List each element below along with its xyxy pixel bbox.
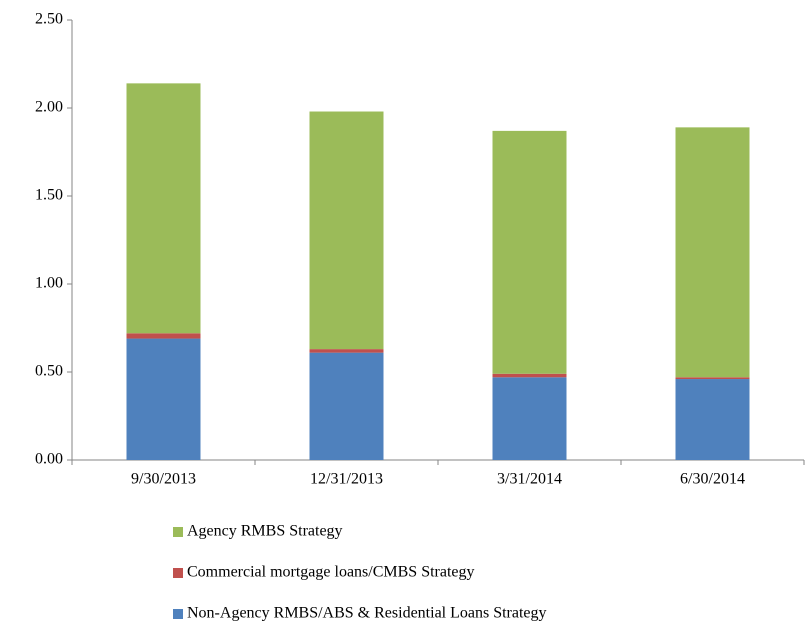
y-tick-label: 2.50 xyxy=(35,11,63,28)
bar-segment xyxy=(126,338,201,460)
y-tick-label: 0.50 xyxy=(35,363,63,380)
bar-segment xyxy=(309,111,384,350)
bar-segment xyxy=(675,127,750,378)
y-tick-label: 1.00 xyxy=(35,275,63,292)
x-tick-label: 12/31/2013 xyxy=(310,471,383,488)
x-tick-label: 6/30/2014 xyxy=(680,471,745,488)
bar-segment xyxy=(126,83,201,334)
legend-swatch xyxy=(173,527,183,537)
x-tick-label: 9/30/2013 xyxy=(131,471,196,488)
y-tick-label: 1.50 xyxy=(35,187,63,204)
bar-segment xyxy=(309,352,384,460)
bar-segment xyxy=(492,377,567,460)
bar-segment xyxy=(675,377,750,380)
y-tick-label: 2.00 xyxy=(35,99,63,116)
y-tick-label: 0.00 xyxy=(35,451,63,468)
bar-segment xyxy=(126,333,201,339)
legend-label: Agency RMBS Strategy xyxy=(187,523,343,540)
bar-segment xyxy=(675,379,750,460)
x-tick-label: 3/31/2014 xyxy=(497,471,562,488)
legend-swatch xyxy=(173,609,183,619)
bar-segment xyxy=(492,130,567,374)
legend-label: Commercial mortgage loans/CMBS Strategy xyxy=(187,564,475,581)
legend-label: Non-Agency RMBS/ABS & Residential Loans … xyxy=(187,605,547,622)
bar-segment xyxy=(309,349,384,353)
legend-swatch xyxy=(173,568,183,578)
bar-segment xyxy=(492,373,567,378)
